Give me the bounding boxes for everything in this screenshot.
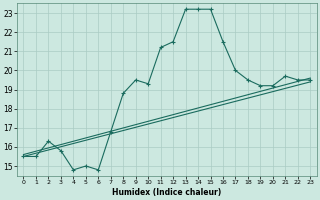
X-axis label: Humidex (Indice chaleur): Humidex (Indice chaleur) xyxy=(112,188,221,197)
